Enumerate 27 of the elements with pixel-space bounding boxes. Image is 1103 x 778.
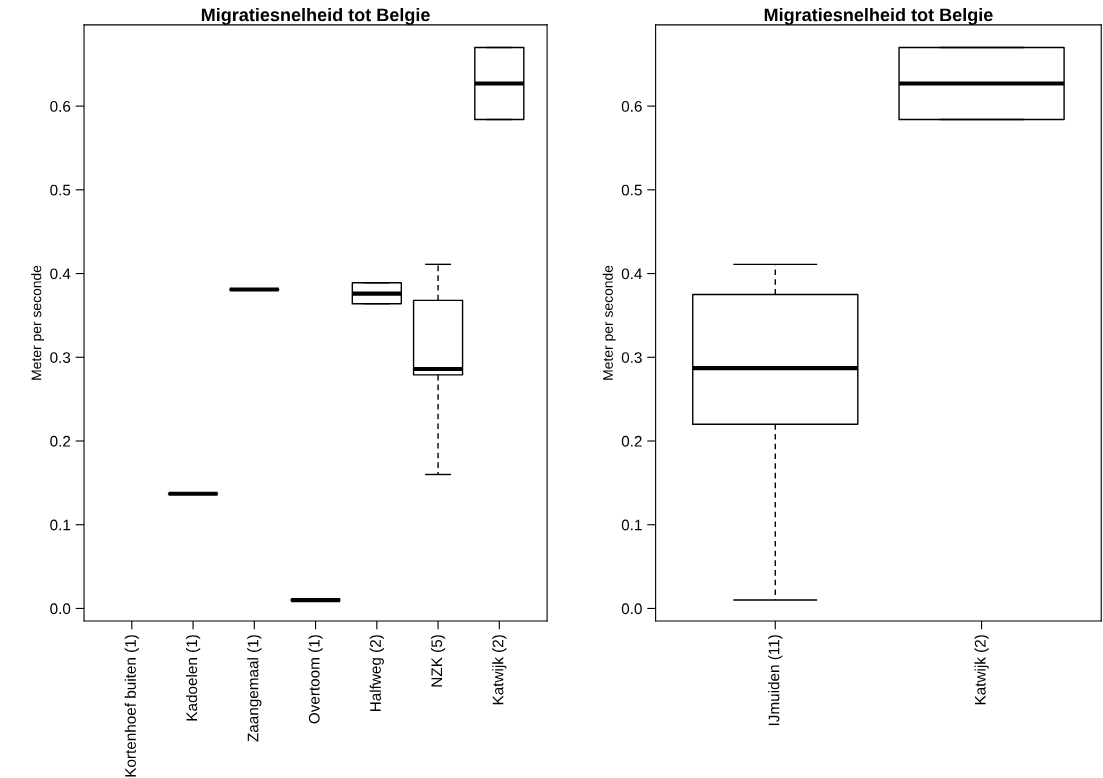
y-tick-label: 0.4 [621, 268, 642, 280]
x-tick-label: Katwijk (2) [974, 635, 989, 705]
chart-title: Migratiesnelheid tot Belgie [201, 7, 430, 25]
x-tick-label: Kadoelen (1) [185, 635, 201, 721]
y-tick-label: 0.5 [50, 184, 71, 196]
y-tick-label: 0.1 [50, 519, 71, 531]
y-tick-label: 0.4 [50, 268, 71, 280]
y-tick-label: 0.0 [50, 603, 71, 615]
y-tick-label: 0.1 [621, 519, 642, 531]
x-tick-label: Halfweg (2) [369, 635, 384, 712]
x-tick-label: Zaangemaal (1) [247, 635, 262, 742]
y-tick-label: 0.3 [50, 352, 71, 363]
x-tick-label: NZK (5) [430, 635, 446, 687]
y-tick-label: 0.5 [621, 184, 642, 196]
x-tick-label: Katwijk (2) [492, 635, 507, 705]
x-tick-label: IJmuiden (11) [768, 635, 783, 726]
y-tick-label: 0.2 [50, 435, 71, 447]
y-tick-label: 0.6 [621, 100, 642, 112]
y-tick-label: 0.2 [621, 435, 642, 447]
y-tick-label: 0.0 [621, 603, 642, 615]
chart-title: Migratiesnelheid tot Belgie [764, 7, 993, 25]
x-tick-label: Overtoom (1) [308, 635, 323, 724]
y-tick-label: 0.6 [50, 100, 71, 112]
y-axis-title: Meter per seconde [602, 265, 616, 380]
y-tick-label: 0.3 [621, 352, 642, 363]
x-tick-label: Kortenhoef buiten (1) [124, 635, 139, 777]
y-axis-title: Meter per seconde [31, 265, 45, 380]
